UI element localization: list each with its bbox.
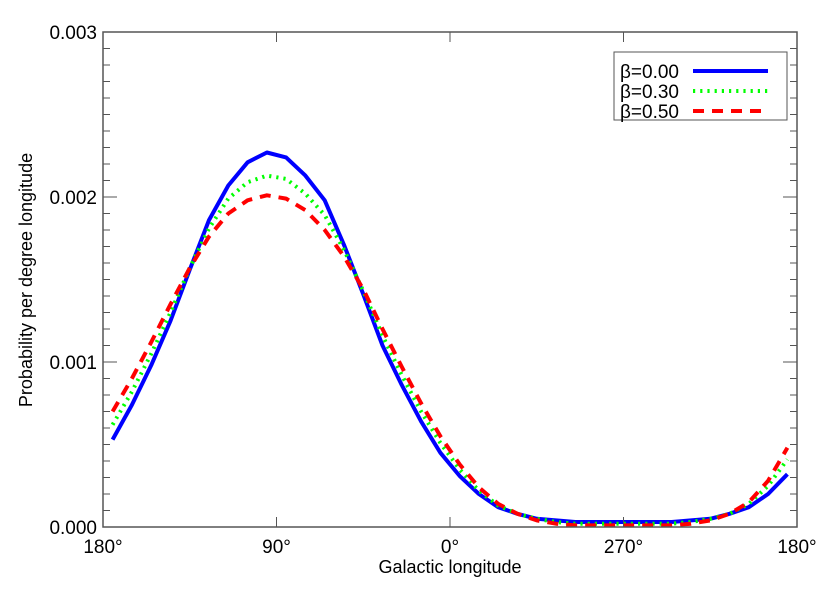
x-tick-labels: 180° 90° 0° 270° 180° bbox=[83, 537, 816, 558]
x-tick-label: 90° bbox=[262, 537, 291, 558]
x-tick-label: 180° bbox=[777, 537, 816, 558]
legend-label: β=0.00 bbox=[620, 62, 679, 83]
axis-ticks bbox=[102, 31, 798, 528]
legend: β=0.00β=0.30β=0.50 bbox=[613, 51, 788, 123]
y-axis-label: Probability per degree longitude bbox=[16, 153, 36, 407]
y-tick-label: 0.000 bbox=[49, 518, 97, 539]
x-axis-label: Galactic longitude bbox=[378, 557, 521, 577]
plot-lines bbox=[110, 150, 790, 528]
y-tick-label: 0.001 bbox=[49, 353, 97, 374]
series-line-0 bbox=[110, 150, 789, 524]
legend-box bbox=[613, 51, 788, 121]
x-tick-label: 270° bbox=[604, 537, 643, 558]
y-tick-label: 0.003 bbox=[49, 23, 97, 44]
legend-label: β=0.30 bbox=[620, 82, 679, 103]
y-tick-labels: 0.000 0.001 0.002 0.003 bbox=[49, 23, 97, 539]
legend-label: β=0.50 bbox=[620, 102, 679, 123]
y-tick-label: 0.002 bbox=[49, 188, 97, 209]
series-line-2 bbox=[110, 193, 790, 528]
x-tick-label: 0° bbox=[441, 537, 459, 558]
series-line-1 bbox=[110, 173, 790, 526]
x-tick-label: 180° bbox=[83, 537, 122, 558]
